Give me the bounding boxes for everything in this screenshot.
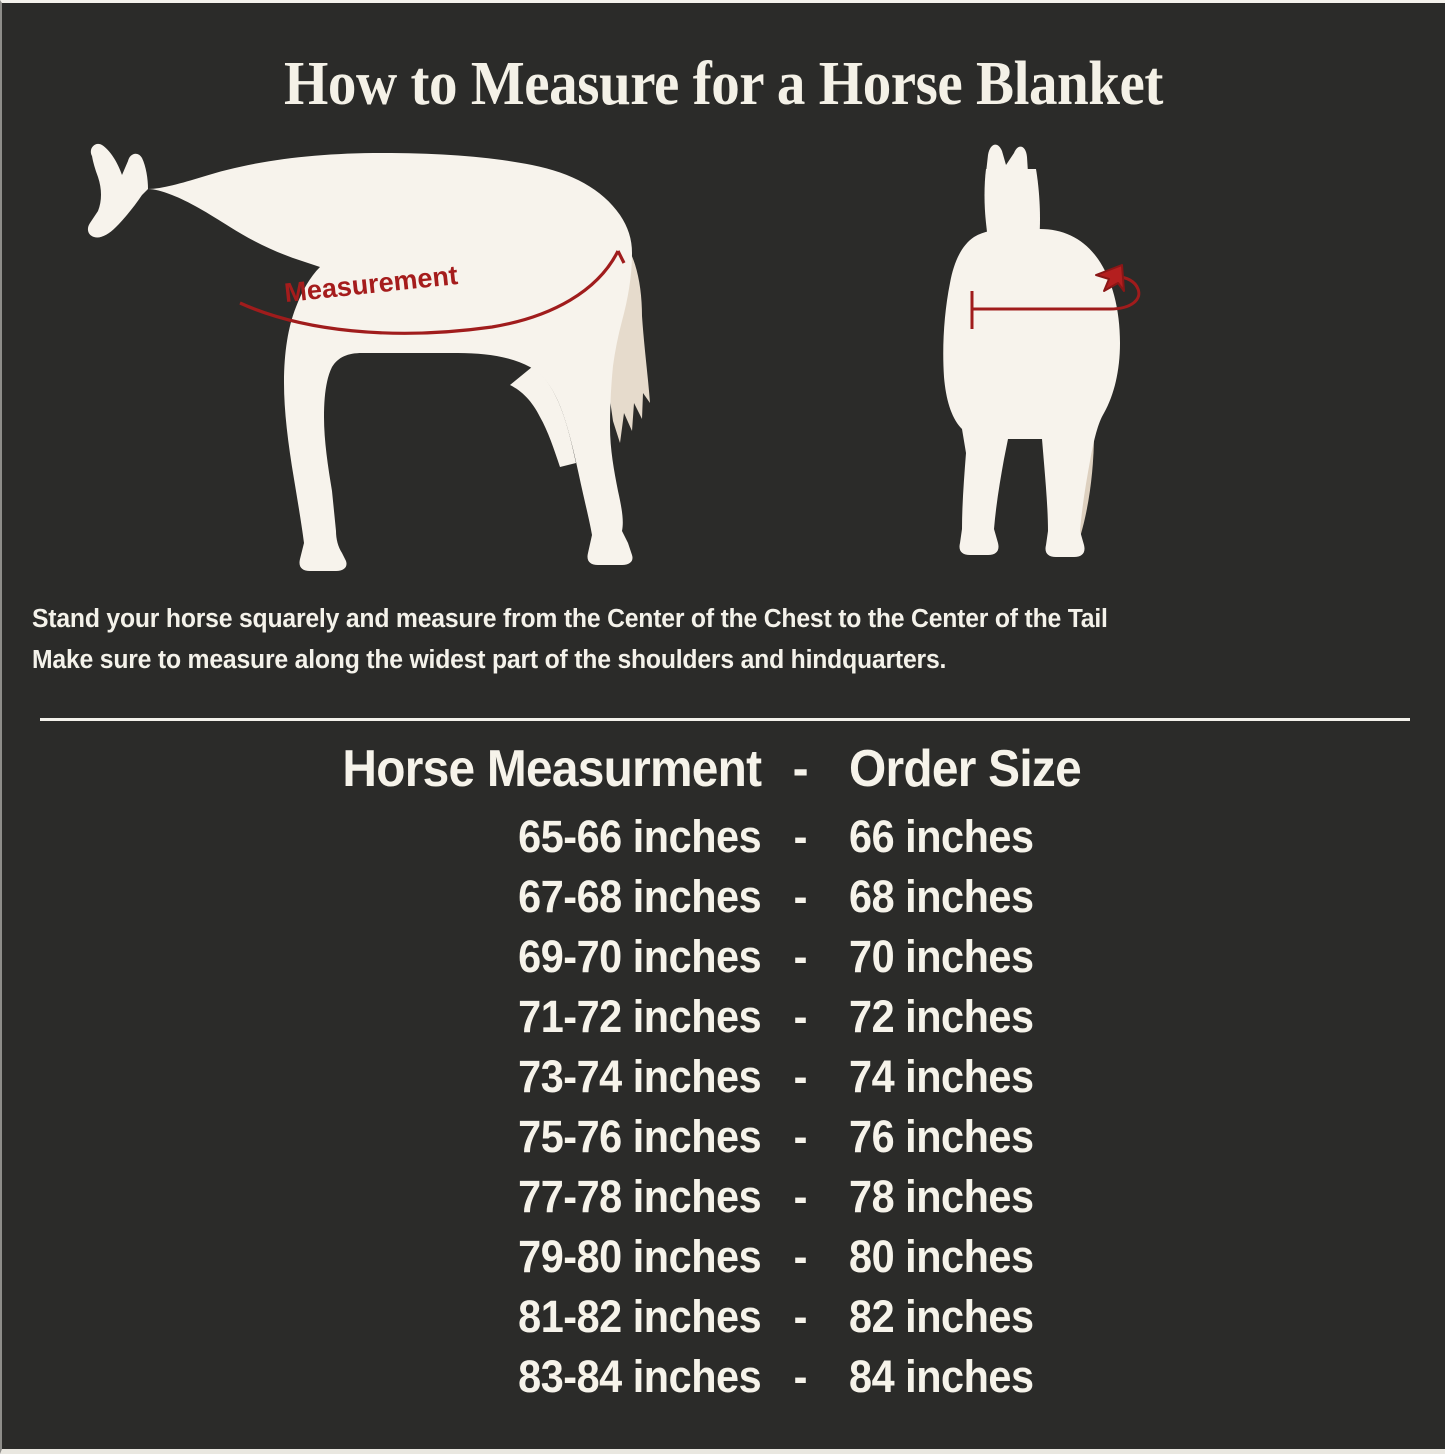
row-order-size: 74 inches [848,1051,1034,1102]
row-separator: - [793,1111,807,1162]
table-row: 75-76 inches - 76 inches [2,1111,1445,1171]
row-measurement: 73-74 inches [517,1051,761,1102]
row-measurement: 67-68 inches [517,871,761,922]
table-row: 67-68 inches - 68 inches [2,871,1445,931]
row-order-size: 72 inches [848,991,1034,1042]
table-row: 77-78 inches - 78 inches [2,1171,1445,1231]
table-header-row: Horse Measurment - Order Size [2,739,1445,811]
rear-view-horse-illustration [943,144,1141,557]
measurement-line [239,250,620,335]
table-row: 71-72 inches - 72 inches [2,991,1445,1051]
row-separator: - [793,1051,807,1102]
table-row: 69-70 inches - 70 inches [2,931,1445,991]
side-view-horse-illustration: Measurement [87,143,650,571]
row-separator: - [793,871,807,922]
table-header-measurement: Horse Measurment [342,740,762,798]
instructions-text: Stand your horse squarely and measure fr… [32,599,1382,682]
table-header-order-size: Order Size [848,740,1082,798]
row-separator: - [793,1291,807,1342]
row-separator: - [793,1171,807,1222]
measurement-arrowhead-rear [1095,264,1125,292]
row-measurement: 65-66 inches [517,811,761,862]
row-order-size: 70 inches [848,931,1034,982]
row-measurement: 69-70 inches [517,931,761,982]
table-row: 81-82 inches - 82 inches [2,1291,1445,1351]
row-measurement: 77-78 inches [517,1171,761,1222]
row-measurement: 83-84 inches [517,1351,761,1402]
row-order-size: 80 inches [848,1231,1034,1282]
row-separator: - [793,1351,807,1402]
row-separator: - [793,1231,807,1282]
illustration-area: Measurement [2,131,1445,583]
row-measurement: 79-80 inches [517,1231,761,1282]
table-header-order-size-cell: Order Size [839,739,1445,799]
table-row: 79-80 inches - 80 inches [2,1231,1445,1291]
row-order-size: 78 inches [848,1171,1034,1222]
size-chart-table: Horse Measurment - Order Size 65-66 inch… [2,739,1445,1411]
row-separator: - [793,991,807,1042]
horse-hindleg-side [510,367,576,467]
row-order-size: 68 inches [848,871,1034,922]
horse-body-side [87,143,633,571]
measurement-tick [616,250,626,264]
table-row: 73-74 inches - 74 inches [2,1051,1445,1111]
table-header-separator: - [792,740,808,798]
row-order-size: 84 inches [848,1351,1034,1402]
row-separator: - [793,811,807,862]
row-order-size: 66 inches [848,811,1034,862]
row-measurement: 75-76 inches [517,1111,761,1162]
instructions-line-1: Stand your horse squarely and measure fr… [32,605,1108,633]
table-header-separator-cell: - [761,739,839,799]
row-separator: - [793,931,807,982]
row-order-size: 82 inches [848,1291,1034,1342]
table-row: 65-66 inches - 66 inches [2,811,1445,871]
table-header-measurement-cell: Horse Measurment [2,739,762,799]
page-title: How to Measure for a Horse Blanket [284,50,1163,118]
row-order-size: 76 inches [848,1111,1034,1162]
row-measurement: 81-82 inches [517,1291,761,1342]
row-measurement: 71-72 inches [517,991,761,1042]
section-divider [40,718,1410,721]
measurement-curve-rear [1109,275,1141,311]
horse-body-rear [943,229,1120,557]
instructions-line-2: Make sure to measure along the widest pa… [32,646,947,675]
table-row: 83-84 inches - 84 inches [2,1351,1445,1411]
horse-ears-rear [986,144,1028,173]
